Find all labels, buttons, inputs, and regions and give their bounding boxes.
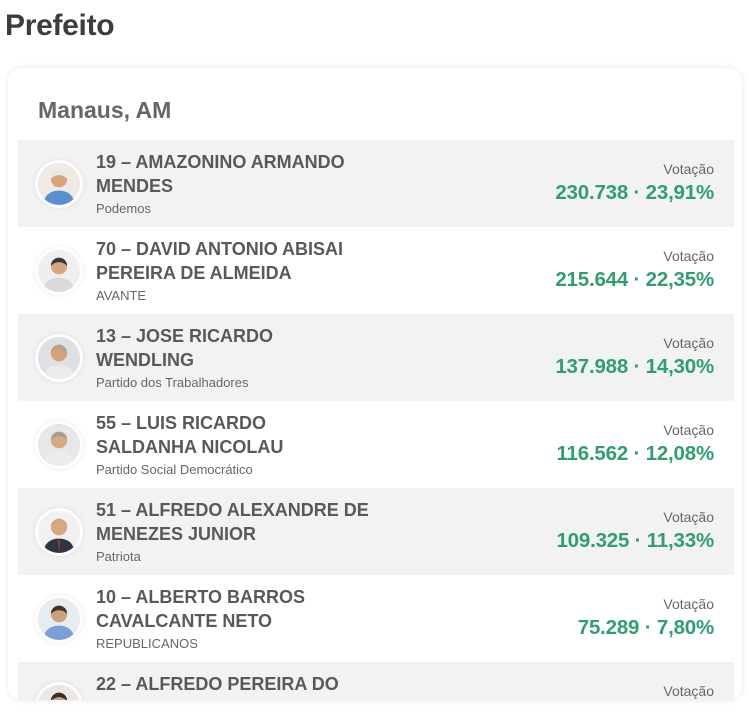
votes-label: Votação	[663, 508, 714, 525]
candidate-row: 22 – ALFREDO PEREIRA DO Votação	[18, 662, 734, 700]
candidate-name: 10 – ALBERTO BARROS CAVALCANTE NETO	[96, 585, 381, 633]
votes-label: Votação	[663, 334, 714, 351]
candidate-votes: Votação	[663, 683, 714, 701]
candidate-info: 55 – LUIS RICARDO SALDANHA NICOLAU Parti…	[96, 411, 381, 478]
candidate-votes: Votação 137.988 · 14,30%	[555, 335, 714, 381]
votes-label: Votação	[663, 682, 714, 699]
candidate-info: 70 – DAVID ANTONIO ABISAI PEREIRA DE ALM…	[96, 237, 381, 304]
votes-label: Votação	[663, 247, 714, 264]
candidate-name: 55 – LUIS RICARDO SALDANHA NICOLAU	[96, 411, 381, 459]
votes-value: 109.325 · 11,33%	[556, 528, 714, 552]
candidate-party: REPUBLICANOS	[96, 636, 198, 651]
person-photo-icon	[38, 423, 80, 466]
candidate-name: 22 – ALFREDO PEREIRA DO	[96, 672, 381, 700]
candidate-votes: Votação 215.644 · 22,35%	[555, 248, 714, 294]
votes-value: 75.289 · 7,80%	[577, 615, 714, 639]
candidate-info: 13 – JOSE RICARDO WENDLING Partido dos T…	[96, 324, 381, 391]
candidate-avatar	[38, 423, 80, 466]
candidate-votes: Votação 109.325 · 11,33%	[556, 509, 714, 555]
votes-label: Votação	[663, 421, 714, 438]
candidate-avatar	[38, 597, 80, 640]
candidate-name-line1: 55 – LUIS RICARDO	[96, 413, 267, 433]
candidate-name-line1: 51 – ALFREDO ALEXANDRE DE	[96, 500, 369, 520]
candidate-info: 51 – ALFREDO ALEXANDRE DE MENEZES JUNIOR…	[96, 498, 381, 565]
candidate-avatar	[38, 336, 80, 379]
votes-label: Votação	[663, 160, 714, 177]
candidate-row: 13 – JOSE RICARDO WENDLING Partido dos T…	[18, 314, 734, 401]
candidate-votes: Votação 230.738 · 23,91%	[555, 161, 714, 207]
person-photo-icon	[38, 597, 80, 640]
candidate-info: 10 – ALBERTO BARROS CAVALCANTE NETO REPU…	[96, 585, 381, 652]
candidate-name-line2: MENDES	[96, 176, 174, 196]
candidate-name: 13 – JOSE RICARDO WENDLING	[96, 324, 381, 372]
page-title: Prefeito	[5, 9, 115, 42]
person-photo-icon	[38, 162, 80, 205]
candidate-avatar	[38, 249, 80, 292]
candidate-row: 70 – DAVID ANTONIO ABISAI PEREIRA DE ALM…	[18, 227, 734, 314]
votes-value: 137.988 · 14,30%	[555, 354, 714, 378]
candidate-avatar	[38, 684, 80, 700]
person-photo-icon	[38, 336, 80, 379]
votes-label: Votação	[663, 595, 714, 612]
candidate-party: AVANTE	[96, 288, 147, 303]
candidate-name-line2: MENEZES JUNIOR	[96, 524, 257, 544]
candidate-info: 22 – ALFREDO PEREIRA DO	[96, 672, 381, 700]
candidate-name-line1: 13 – JOSE RICARDO	[96, 326, 274, 346]
candidate-party: Podemos	[96, 201, 151, 216]
candidate-avatar	[38, 510, 80, 553]
candidate-name-line2: PEREIRA DE ALMEIDA	[96, 263, 292, 283]
candidate-name: 70 – DAVID ANTONIO ABISAI PEREIRA DE ALM…	[96, 237, 381, 285]
candidate-votes: Votação 116.562 · 12,08%	[556, 422, 714, 468]
votes-value: 116.562 · 12,08%	[556, 441, 714, 465]
person-photo-icon	[38, 510, 80, 553]
candidate-avatar	[38, 162, 80, 205]
person-photo-icon	[38, 249, 80, 292]
candidate-name: 19 – AMAZONINO ARMANDO MENDES	[96, 150, 381, 198]
candidate-name-line2: CAVALCANTE NETO	[96, 611, 273, 631]
candidate-name-line1: 19 – AMAZONINO ARMANDO	[96, 152, 345, 172]
candidate-name-line1: 70 – DAVID ANTONIO ABISAI	[96, 239, 344, 259]
candidate-votes: Votação 75.289 · 7,80%	[578, 596, 714, 642]
candidate-party: Partido dos Trabalhadores	[96, 375, 249, 390]
candidate-name-line2: SALDANHA NICOLAU	[96, 437, 284, 457]
votes-value: 215.644 · 22,35%	[555, 267, 714, 291]
candidate-name-line2: WENDLING	[96, 350, 194, 370]
candidate-name-line1: 10 – ALBERTO BARROS	[96, 587, 306, 607]
candidate-row: 55 – LUIS RICARDO SALDANHA NICOLAU Parti…	[18, 401, 734, 488]
city-heading: Manaus, AM	[38, 97, 172, 123]
candidate-list: 19 – AMAZONINO ARMANDO MENDES Podemos Vo…	[18, 140, 734, 700]
candidate-party: Partido Social Democrático	[96, 462, 253, 477]
results-card: Manaus, AM 19 – AMAZONINO ARMANDO MENDES…	[8, 68, 742, 700]
person-photo-icon	[38, 684, 80, 700]
candidate-row: 10 – ALBERTO BARROS CAVALCANTE NETO REPU…	[18, 575, 734, 662]
votes-value: 230.738 · 23,91%	[555, 180, 714, 204]
candidate-name: 51 – ALFREDO ALEXANDRE DE MENEZES JUNIOR	[96, 498, 381, 546]
candidate-row: 19 – AMAZONINO ARMANDO MENDES Podemos Vo…	[18, 140, 734, 227]
candidate-name-line1: 22 – ALFREDO PEREIRA DO	[96, 674, 339, 694]
candidate-party: Patriota	[96, 549, 141, 564]
candidate-info: 19 – AMAZONINO ARMANDO MENDES Podemos	[96, 150, 381, 217]
candidate-row: 51 – ALFREDO ALEXANDRE DE MENEZES JUNIOR…	[18, 488, 734, 575]
